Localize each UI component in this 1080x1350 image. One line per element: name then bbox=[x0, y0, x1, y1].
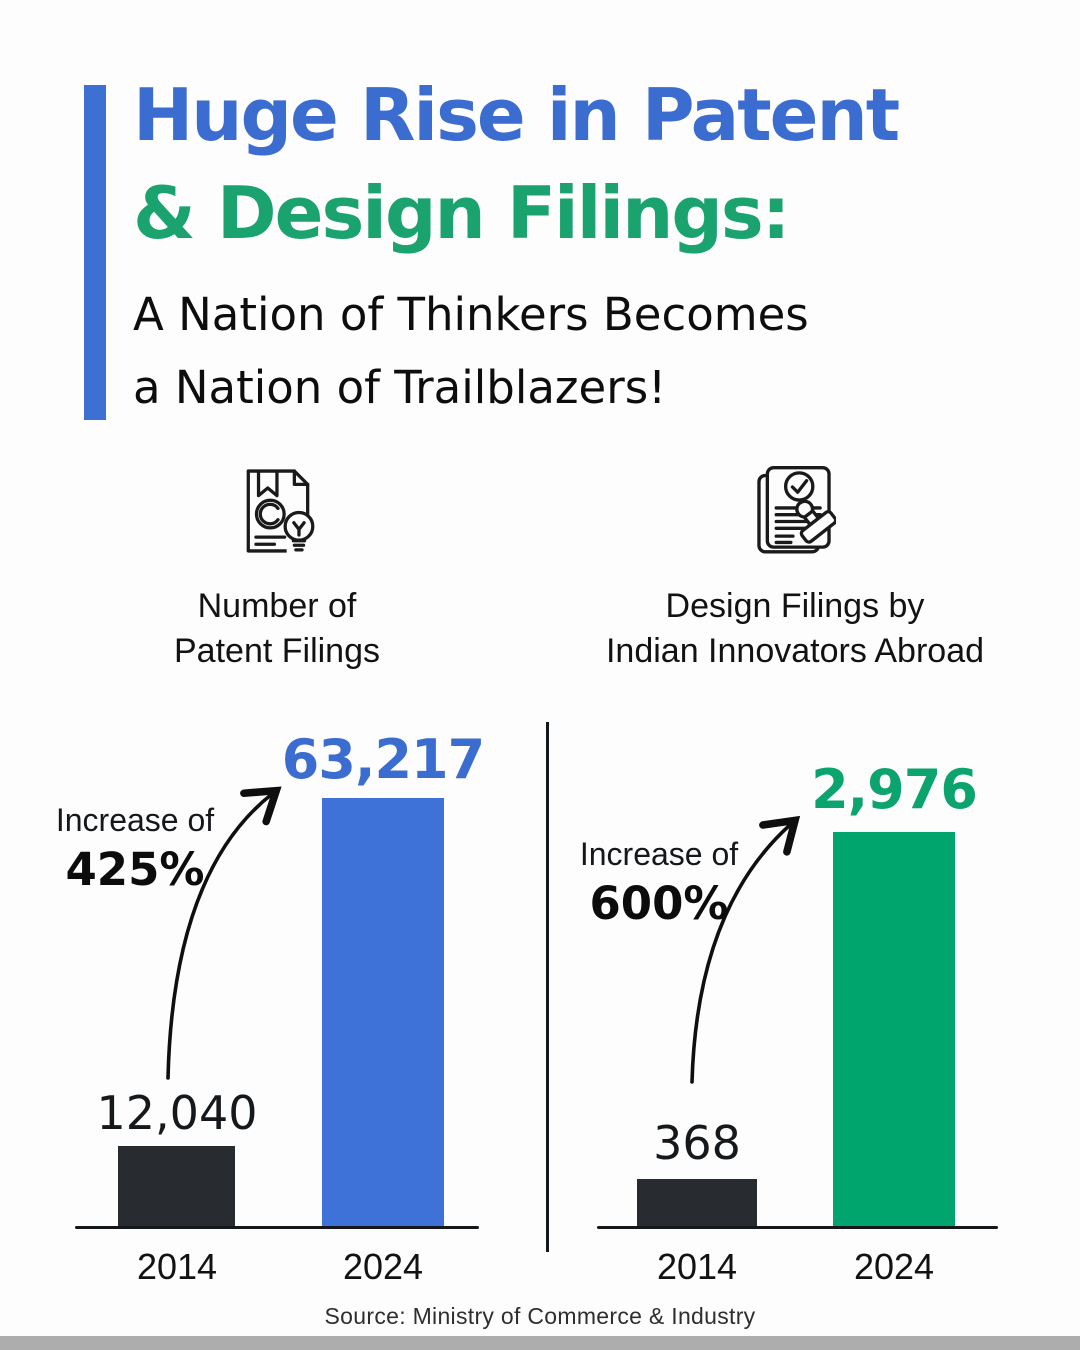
x-tick-2024: 2024 bbox=[342, 1246, 424, 1287]
increase-annotation-text: Increase of bbox=[579, 836, 739, 872]
x-tick-2024: 2024 bbox=[853, 1246, 935, 1287]
increase-annotation-text: Increase of bbox=[55, 802, 215, 838]
stamped-document-icon bbox=[752, 464, 838, 556]
patent-filings-bar-chart: 12,040 63,217 Increase of 425% 2014 2024 bbox=[56, 710, 500, 1290]
subtitle-line-2: a Nation of Trailblazers! bbox=[133, 361, 667, 414]
title-accent-bar bbox=[84, 85, 106, 420]
title-line-2: & Design Filings: bbox=[133, 171, 791, 255]
bar-2024 bbox=[322, 798, 444, 1228]
value-label-2014: 12,040 bbox=[96, 1086, 258, 1140]
section-label-line: Patent Filings bbox=[174, 632, 380, 670]
bar-2024 bbox=[833, 832, 955, 1228]
subtitle-line-1: A Nation of Thinkers Becomes bbox=[133, 288, 809, 341]
value-label-2024: 2,976 bbox=[811, 758, 978, 821]
increase-annotation: Increase of 425% bbox=[40, 802, 230, 896]
x-tick-2014: 2014 bbox=[656, 1246, 738, 1287]
increase-annotation: Increase of 600% bbox=[564, 836, 754, 930]
design-filings-bar-chart: 368 2,976 Increase of 600% 2014 2024 bbox=[580, 710, 1020, 1290]
section-label-line: Number of bbox=[197, 587, 357, 625]
x-axis-line bbox=[75, 1226, 479, 1229]
value-label-2014: 368 bbox=[653, 1116, 741, 1170]
chart-divider-line bbox=[546, 722, 549, 1252]
section-label-line: Design Filings by bbox=[665, 587, 925, 625]
increase-annotation-percent: 600% bbox=[589, 877, 729, 930]
subtitle: A Nation of Thinkers Becomes a Nation of… bbox=[133, 278, 1033, 424]
x-axis-line bbox=[597, 1226, 998, 1229]
value-label-2024: 63,217 bbox=[281, 728, 485, 791]
section-label-line: Indian Innovators Abroad bbox=[605, 632, 985, 670]
header: Huge Rise in Patent & Design Filings: A … bbox=[133, 66, 1033, 424]
bar-2014 bbox=[637, 1179, 757, 1228]
section-label-patent-filings: Number of Patent Filings bbox=[77, 584, 477, 674]
increase-annotation-percent: 425% bbox=[65, 843, 205, 896]
source-credit: Source: Ministry of Commerce & Industry bbox=[324, 1303, 756, 1329]
footer-bar bbox=[0, 1336, 1080, 1350]
x-tick-2014: 2014 bbox=[136, 1246, 218, 1287]
section-label-design-filings: Design Filings by Indian Innovators Abro… bbox=[585, 584, 1005, 674]
bar-2014 bbox=[118, 1146, 235, 1228]
title-line-1: Huge Rise in Patent bbox=[133, 73, 900, 157]
patent-document-icon bbox=[240, 468, 318, 554]
